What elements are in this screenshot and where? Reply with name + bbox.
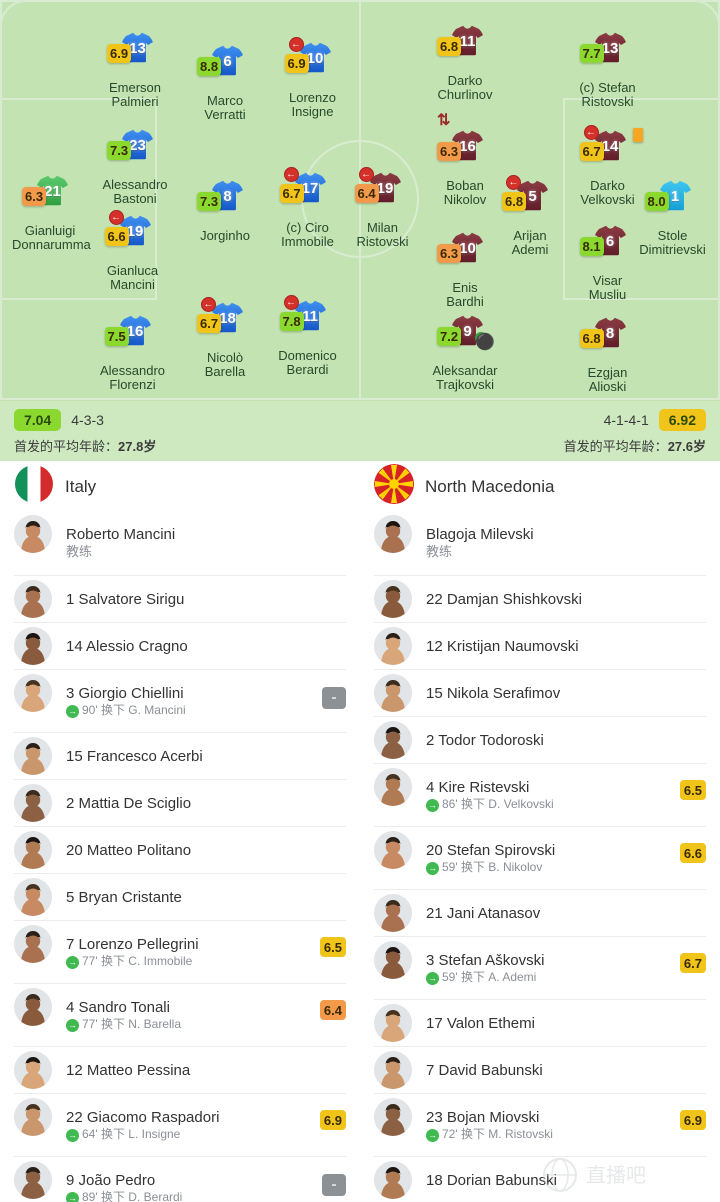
svg-text:直播吧: 直播吧: [586, 1164, 646, 1187]
